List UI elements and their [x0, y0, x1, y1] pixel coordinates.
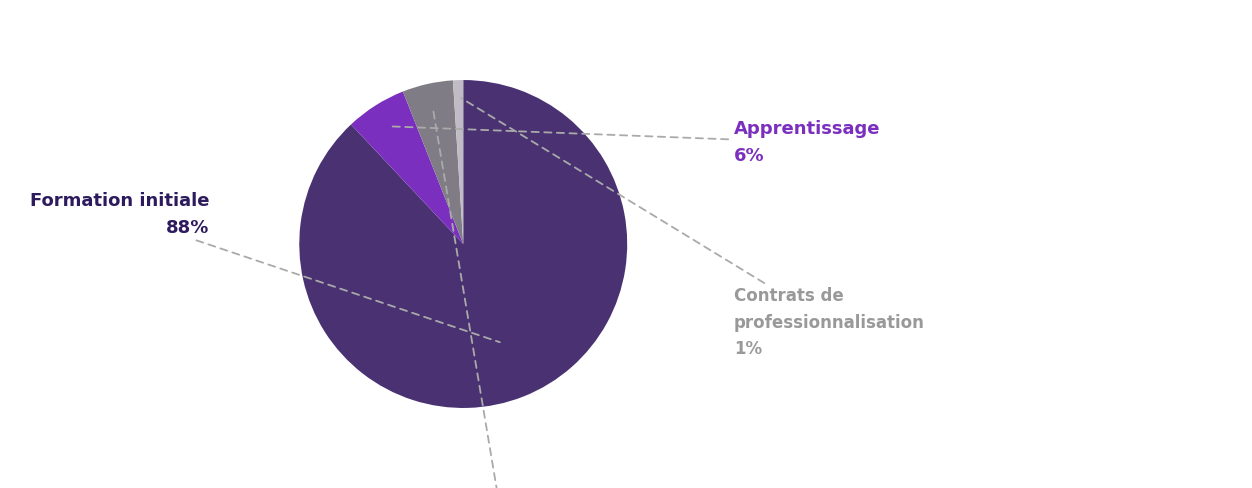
Text: Contrats de
professionnalisation
1%: Contrats de professionnalisation 1%	[461, 98, 925, 358]
Wedge shape	[403, 81, 463, 244]
Text: Apprentissage
6%: Apprentissage 6%	[392, 120, 880, 164]
Wedge shape	[453, 80, 463, 244]
Text: Formation initiale
88%: Formation initiale 88%	[30, 192, 500, 342]
Wedge shape	[351, 92, 463, 244]
Wedge shape	[299, 80, 627, 408]
Text: Formation
continue
5%: Formation continue 5%	[433, 111, 556, 488]
